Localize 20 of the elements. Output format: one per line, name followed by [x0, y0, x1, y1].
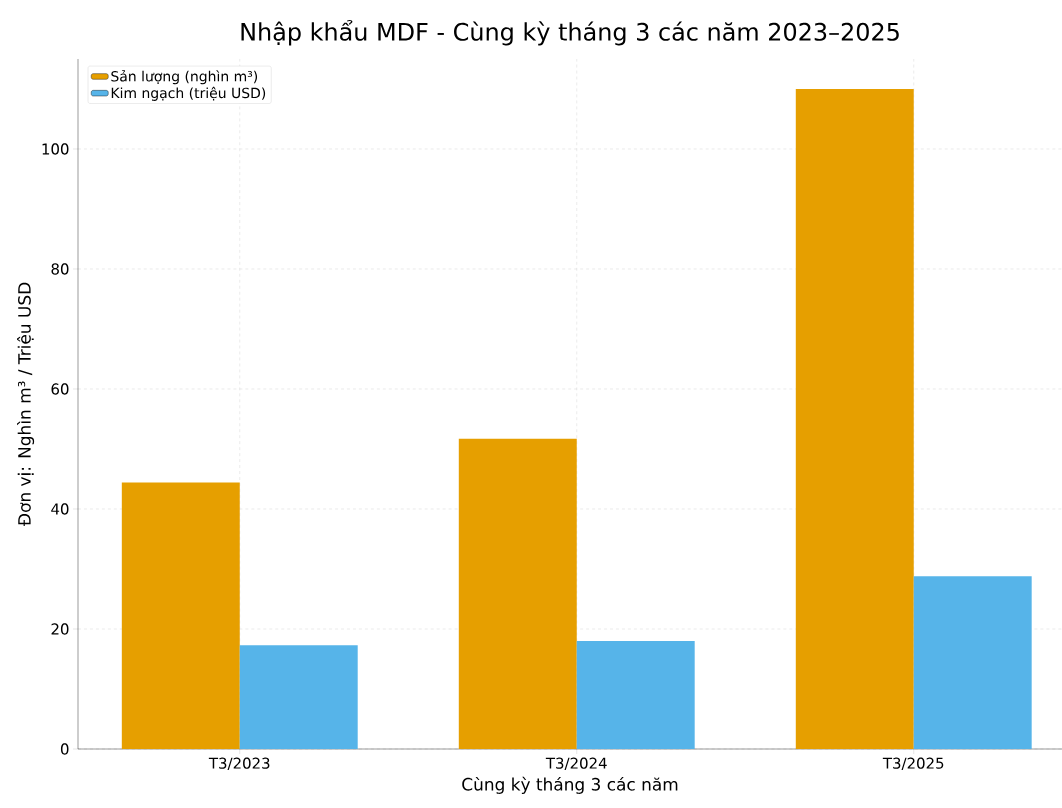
bar — [458, 438, 577, 749]
chart-title: Nhập khẩu MDF - Cùng kỳ tháng 3 các năm 2023–2025 — [241, 19, 899, 46]
legend-label: Sản lượng (nghìn m³) — [111, 70, 258, 85]
y-tick-label: 60 — [51, 383, 69, 395]
y-tick-label: 0 — [60, 743, 69, 755]
bar — [239, 645, 358, 749]
bar — [795, 88, 914, 749]
x-tick-label: T3/2023 — [208, 757, 270, 770]
bar — [121, 482, 240, 749]
y-axis-title: Đơn vị: Nghìn m³ / Triệu USD — [17, 282, 35, 527]
x-tick-label: T3/2025 — [882, 757, 944, 770]
bar — [576, 641, 695, 749]
bar — [913, 576, 1032, 749]
y-tick-label: 80 — [51, 263, 69, 275]
x-axis-title: Cùng kỳ tháng 3 các năm — [462, 776, 678, 794]
x-tick-label: T3/2024 — [545, 757, 607, 770]
y-tick-label: 20 — [51, 623, 69, 635]
y-tick-label: 100 — [42, 143, 69, 155]
legend-label: Kim ngạch (triệu USD) — [111, 86, 266, 101]
y-tick-label: 40 — [51, 503, 69, 515]
